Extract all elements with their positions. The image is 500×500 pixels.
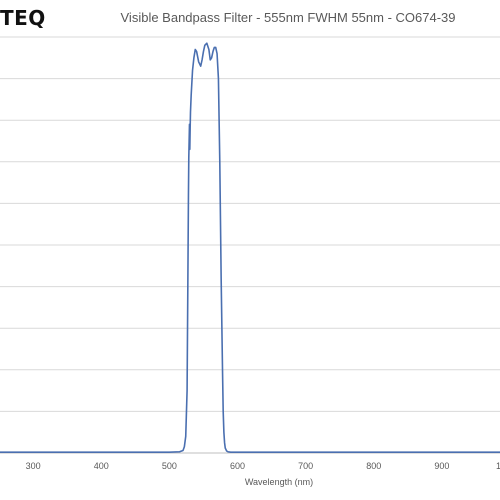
x-axis-ticks: 300 400 500 600 700 800 900 [26, 461, 450, 471]
transmission-series-line [0, 43, 500, 452]
x-tick-label: 800 [366, 461, 381, 471]
series-group [0, 43, 500, 452]
x-tick-label: 500 [162, 461, 177, 471]
x-tick-label: 400 [94, 461, 109, 471]
x-tick-label: 700 [298, 461, 313, 471]
x-tick-label: 300 [26, 461, 41, 471]
gridlines [0, 37, 500, 453]
x-tick-label: 900 [434, 461, 449, 471]
x-tick-label: 600 [230, 461, 245, 471]
x-tick-label-right-edge: 1 [496, 461, 500, 471]
x-axis-label: Wavelength (nm) [245, 477, 313, 487]
chart-title: Visible Bandpass Filter - 555nm FWHM 55n… [121, 10, 456, 25]
